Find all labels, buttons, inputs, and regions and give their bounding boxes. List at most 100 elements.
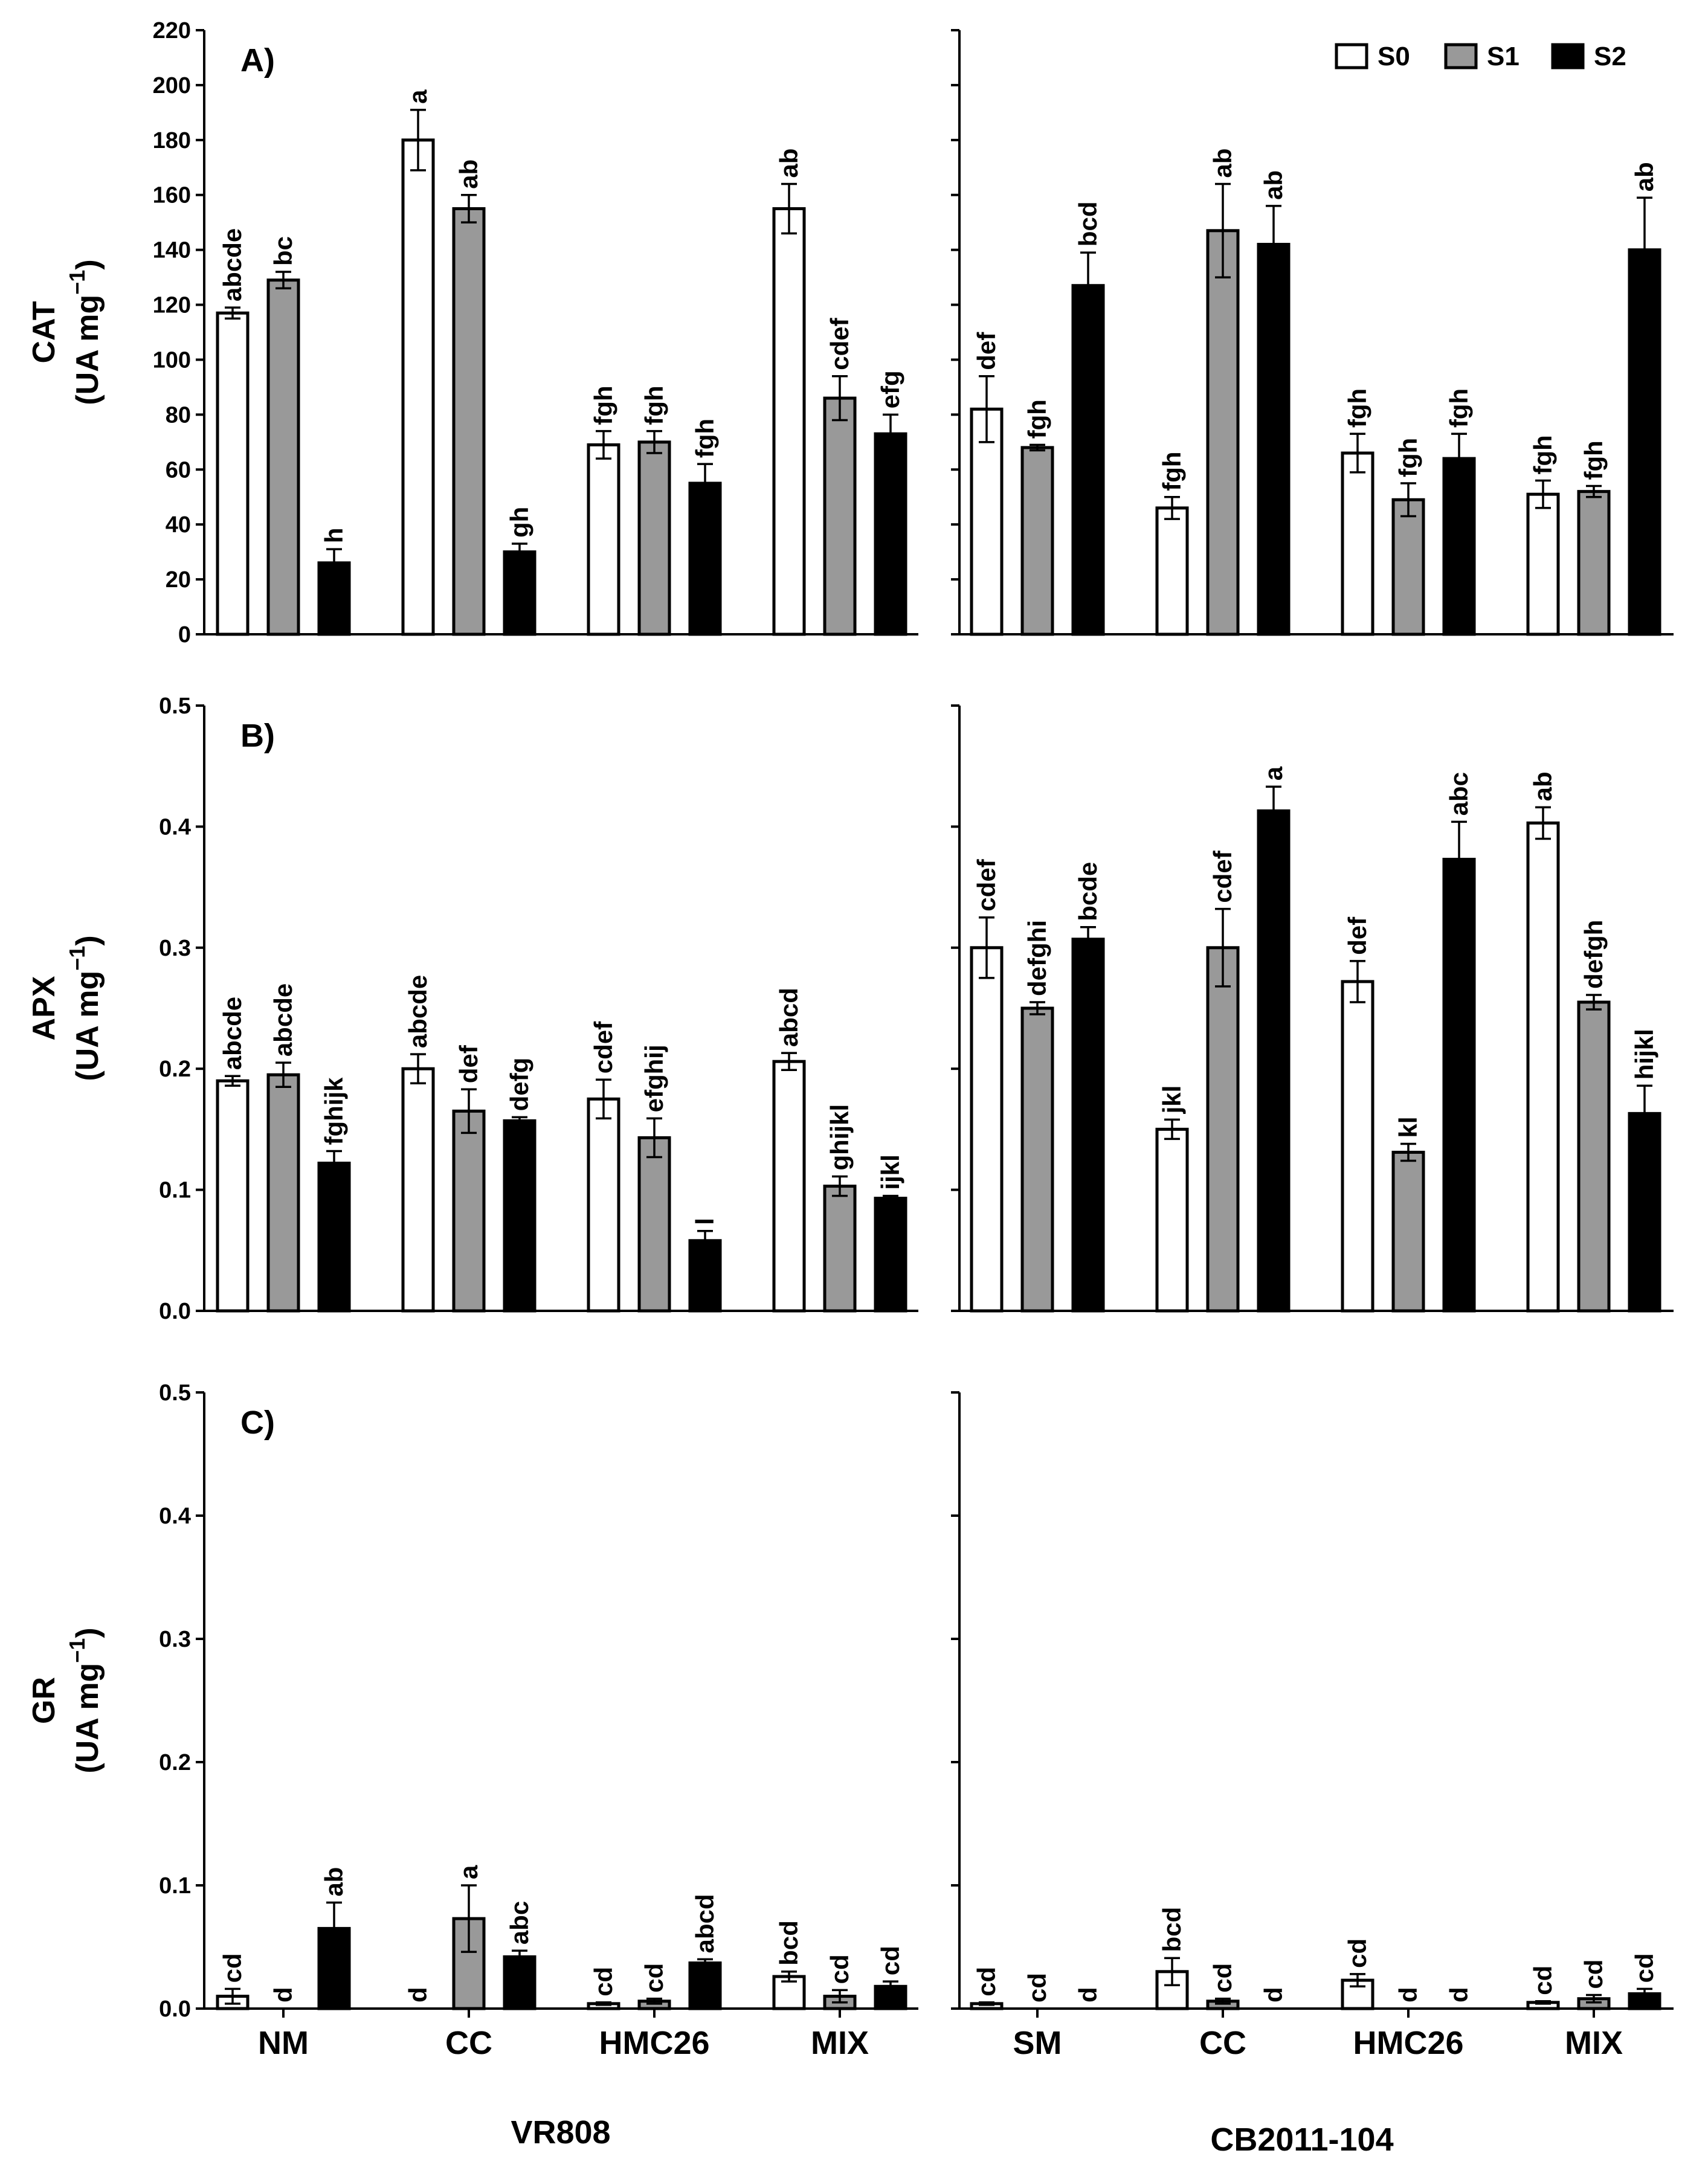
significance-label: kl (1394, 1116, 1422, 1137)
legend-swatch-s2 (1551, 43, 1585, 69)
significance-label: ab (320, 1867, 348, 1897)
significance-label: cdef (825, 317, 854, 370)
significance-label: d (404, 1987, 432, 2003)
significance-label: efghij (640, 1044, 668, 1112)
bar-s1 (1206, 229, 1240, 636)
significance-label: fghijk (320, 1077, 348, 1145)
cultivar-label-vr808: VR808 (511, 2114, 610, 2151)
significance-label: defgh (1579, 920, 1608, 989)
bar-s0 (587, 443, 620, 636)
x-category-label: MIX (1565, 2025, 1623, 2061)
y-axis-title: APX (UA mg−1) (27, 935, 105, 1081)
significance-label: bc (269, 236, 297, 266)
bar-s1 (1391, 1150, 1425, 1313)
panel-label: C) (240, 1404, 275, 1441)
significance-label: abcde (269, 983, 297, 1057)
bar-s0 (1155, 506, 1189, 636)
significance-label: abc (505, 1901, 533, 1945)
y-tick-label: 0.0 (159, 1299, 191, 1324)
panel-label: A) (240, 42, 275, 79)
significance-label: d (1394, 1987, 1422, 2003)
y-tick-label: 160 (153, 183, 191, 208)
bar-s1 (1577, 490, 1611, 636)
significance-label: gh (505, 507, 533, 538)
y-tick-label: 200 (153, 73, 191, 98)
bar-s2 (1628, 248, 1661, 636)
significance-label: fgh (640, 385, 668, 425)
y-tick-label: 0.5 (159, 1380, 191, 1406)
bar-s0 (970, 946, 1004, 1313)
significance-label: ab (775, 149, 803, 178)
chart-panels: CAT (UA mg−1)A)02040608010012014016018020… (27, 18, 1674, 2022)
bar-s0 (772, 207, 806, 636)
significance-label: abcde (218, 997, 247, 1070)
bar-s2 (874, 1197, 907, 1313)
y-tick-label: 100 (153, 347, 191, 373)
y-tick-label: 40 (166, 512, 191, 538)
bar-s0 (401, 138, 435, 636)
bar-s2 (1071, 938, 1105, 1313)
y-tick-label: 180 (153, 128, 191, 153)
y-axis-title-main: CAT (27, 301, 62, 363)
significance-label: abcd (691, 1894, 719, 1953)
x-category-label: NM (258, 2025, 309, 2061)
legend-label-s2: S2 (1594, 42, 1626, 71)
significance-label: cdef (972, 858, 1001, 911)
bar-s2 (503, 1955, 537, 2010)
legend-label-s0: S0 (1378, 42, 1410, 71)
significance-label: defghi (1023, 920, 1051, 996)
y-axis-title: GR (UA mg−1) (27, 1627, 105, 1773)
significance-label: cd (640, 1963, 668, 1993)
y-tick-label: 0.2 (159, 1750, 191, 1775)
significance-label: fgh (691, 419, 719, 458)
significance-label: ijkl (876, 1154, 904, 1189)
bar-s0 (1155, 1127, 1189, 1313)
significance-label: defg (505, 1058, 533, 1112)
significance-label: fgh (1445, 388, 1473, 428)
bar-s2 (317, 1926, 351, 2010)
significance-label: def (972, 332, 1001, 370)
y-tick-label: 60 (166, 457, 191, 483)
significance-label: cd (1023, 1973, 1051, 2003)
significance-label: cd (1630, 1953, 1658, 1983)
bar-s0 (1526, 492, 1560, 636)
y-axis-title-unit: (UA mg−1) (65, 259, 105, 405)
bar-s0 (772, 1060, 806, 1313)
significance-label: abcde (218, 228, 247, 301)
bar-s2 (1257, 243, 1291, 636)
y-tick-label: 80 (166, 402, 191, 428)
bar-s2 (503, 1119, 537, 1313)
significance-label: ab (1208, 149, 1237, 178)
y-tick-label: 0.3 (159, 1627, 191, 1652)
significance-label: cd (589, 1967, 617, 1997)
significance-label: jkl (1158, 1086, 1186, 1115)
significance-label: cdef (1208, 850, 1237, 903)
bar-s1 (1577, 1000, 1611, 1313)
y-axis-title: CAT (UA mg−1) (27, 259, 105, 405)
panel-label: B) (240, 718, 275, 754)
significance-label: cd (825, 1954, 854, 1984)
y-tick-label: 0.0 (159, 1997, 191, 2022)
legend-swatch-s0 (1335, 43, 1368, 69)
y-axis-title-main: APX (27, 976, 62, 1040)
significance-label: cdef (589, 1021, 617, 1073)
x-category-label: SM (1013, 2025, 1062, 2061)
significance-label: cd (218, 1953, 247, 1983)
bar-s2 (1442, 457, 1476, 636)
bar-s2 (1071, 284, 1105, 636)
significance-label: bcde (1074, 862, 1102, 921)
bar-s2 (688, 1239, 722, 1313)
significance-label: fgh (1529, 435, 1557, 474)
significance-label: bcd (775, 1920, 803, 1966)
significance-label: cd (1208, 1963, 1237, 1993)
significance-label: abc (1445, 772, 1473, 816)
bar-s1 (637, 440, 671, 636)
significance-label: a (404, 89, 432, 104)
significance-label: d (1074, 1987, 1102, 2003)
bar-s1 (266, 278, 300, 636)
bar-s0 (772, 1975, 806, 2010)
significance-label: cd (972, 1967, 1001, 1997)
significance-label: ab (1529, 771, 1557, 801)
significance-label: def (454, 1044, 483, 1083)
